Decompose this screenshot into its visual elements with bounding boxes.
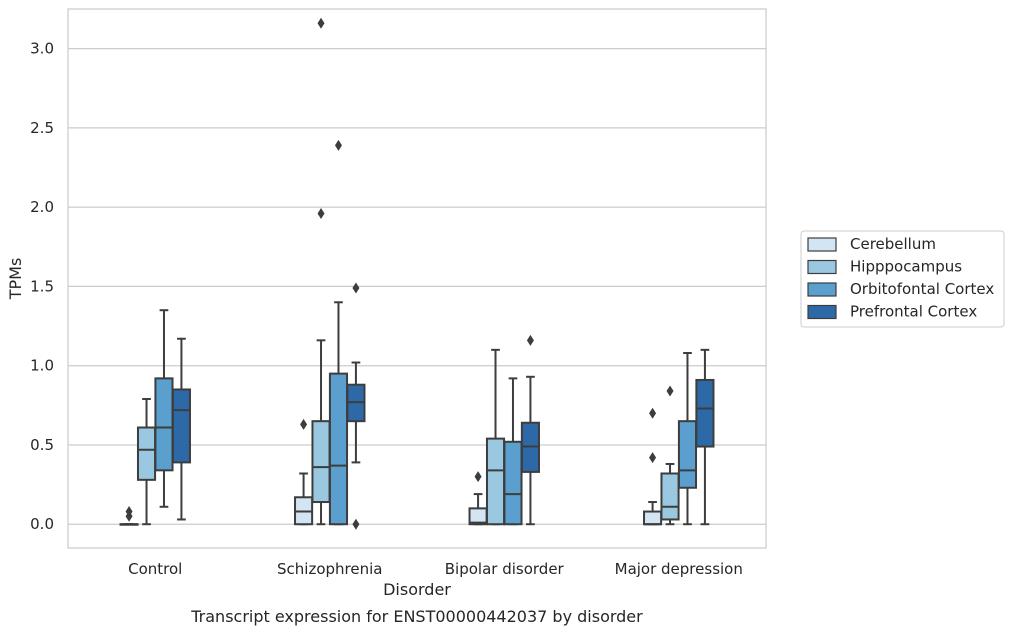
chart-caption: Transcript expression for ENST0000044203… [190,607,643,626]
legend-swatch [807,282,837,297]
outlier-point [125,506,133,518]
box [503,377,523,526]
outlier-point [474,471,482,483]
plot-area [67,8,767,549]
box [643,407,663,526]
outlier-point [317,208,325,220]
box [485,348,506,526]
legend-swatch [807,259,837,275]
legend-swatch [807,304,837,320]
y-tick-label: 1.0 [30,357,54,375]
box-body [154,377,174,472]
x-tick-label: Major depression [615,560,743,578]
y-tick-label: 2.5 [30,119,54,137]
y-axis-title: TPMs [6,258,25,301]
box-body [328,372,349,526]
box-body [660,472,680,521]
box [468,471,488,526]
x-tick-label: Bipolar disorder [445,560,565,578]
box-body [311,420,331,504]
box [136,397,157,526]
box-groups [119,17,715,530]
box [695,348,715,526]
outlier-point [300,418,308,430]
box [520,334,540,526]
legend: Cerebellum Hipppocampus Orbitofontal Corte… [800,230,1005,328]
y-tick-label: 0.5 [30,436,54,454]
box-body [171,388,191,464]
legend-swatch [807,237,837,252]
y-tick-label: 0.0 [30,515,54,533]
x-tick-label: Schizophrenia [277,560,382,578]
legend-frame [800,230,1005,328]
legend-label: Orbitofontal Cortex [850,280,994,298]
outlier-point [649,407,657,419]
legend-label: Hipppocampus [850,258,962,276]
box [346,282,366,530]
y-tick-label: 3.0 [30,40,54,58]
y-tick-labels: 0.0 0.5 1.0 1.5 2.0 2.5 3.0 [30,40,54,534]
outlier-point [334,139,342,151]
box [171,337,191,521]
x-tick-labels: Control Schizophrenia Bipolar disorder Majo… [128,560,743,578]
box-body [695,378,715,448]
legend-label: Prefrontal Cortex [850,303,977,321]
box [294,418,314,526]
outlier-point [317,17,325,29]
x-axis-title: Disorder [383,580,451,599]
box-body [643,510,663,526]
y-tick-label: 2.0 [30,198,54,216]
outlier-point [352,282,360,294]
outlier-point [649,452,657,464]
x-tick-label: Control [128,560,182,578]
box [660,385,680,526]
outlier-point [526,334,534,346]
outlier-point [352,518,360,530]
box-body [485,437,506,526]
box-body [136,426,157,481]
box-body [503,440,523,526]
box-body [677,420,698,489]
box [119,506,139,526]
box [311,17,331,526]
y-tick-label: 1.5 [30,277,54,295]
outlier-point [666,385,674,397]
box [328,139,349,526]
box [677,352,698,526]
box [154,309,174,508]
legend-label: Cerebellum [850,235,936,253]
